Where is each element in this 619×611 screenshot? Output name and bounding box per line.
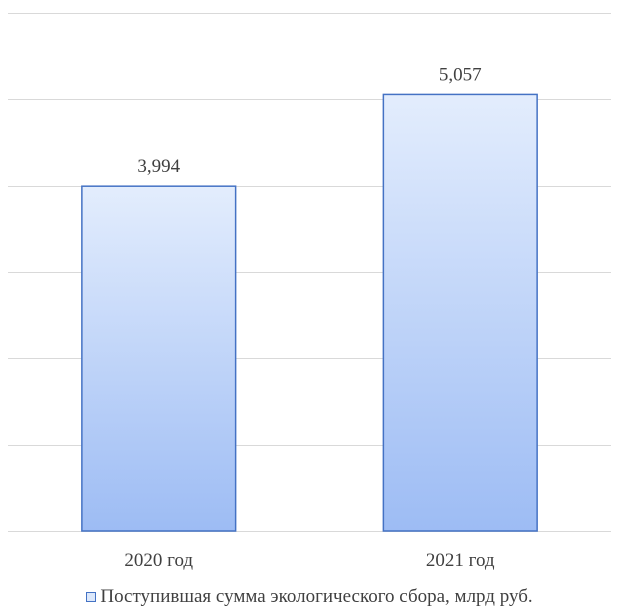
data-label-1: 5,057 <box>439 64 482 85</box>
legend-swatch <box>86 592 97 602</box>
legend-label: Поступившая сумма экологического сбора, … <box>100 586 533 607</box>
x-axis: 2020 год 2021 год <box>124 550 495 571</box>
legend: Поступившая сумма экологического сбора, … <box>0 586 619 608</box>
x-tick-label-0: 2020 год <box>124 550 193 571</box>
bars <box>81 93 538 532</box>
data-label-0: 3,994 <box>137 156 180 177</box>
bar-1 <box>382 93 538 532</box>
data-labels: 3,994 5,057 <box>137 64 481 177</box>
bar-0 <box>81 185 237 532</box>
x-tick-label-1: 2021 год <box>426 550 495 571</box>
chart-canvas: 3,994 5,057 2020 год 2021 год <box>8 13 611 571</box>
